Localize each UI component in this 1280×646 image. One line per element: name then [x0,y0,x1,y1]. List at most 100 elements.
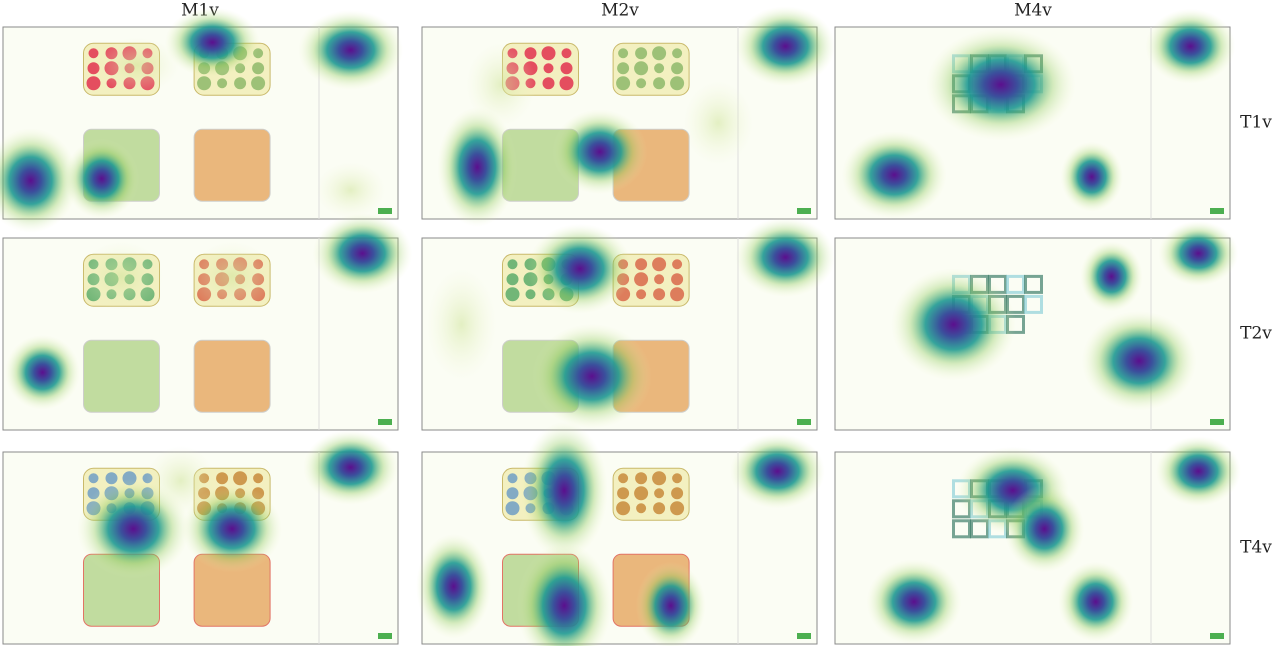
gaze-haze [315,162,386,219]
map-area [83,339,160,413]
map-symbol [617,487,630,500]
map-symbol [86,76,101,91]
gaze-heat [735,217,836,298]
map-symbol [506,487,519,500]
gaze-heat [552,109,648,195]
next-button [797,633,811,639]
map-symbol [635,472,648,485]
gaze-heat [164,7,260,78]
map-symbol [618,48,629,59]
gaze-heat [1004,485,1085,573]
map-symbol [636,289,647,300]
map-symbol [560,62,573,75]
map-symbol [635,47,648,60]
gaze-heat [891,268,1016,381]
map-symbol [671,487,684,500]
map-symbol [672,259,683,270]
gaze-heat [516,543,612,646]
map-symbol [251,76,266,91]
panel [834,220,1239,431]
next-button [1210,208,1224,214]
map-symbol [652,471,667,486]
map-symbol [654,63,665,74]
gaze-heat [527,223,633,314]
map-symbol [670,76,685,91]
map-symbol [652,257,667,272]
map-tile [952,519,971,539]
next-button [797,419,811,425]
gaze-heat [841,131,947,219]
gaze-heat [1080,241,1143,312]
map-symbol [671,273,684,286]
gaze-haze [95,37,180,94]
map-symbol [653,77,666,90]
map-symbol [507,259,518,270]
map-symbol [542,77,555,90]
map-symbol [672,473,683,484]
next-button [378,419,392,425]
gaze-heat [1145,8,1236,84]
panel [2,429,399,645]
map-symbol [541,46,556,61]
gaze-haze [145,445,216,516]
panel [421,217,836,431]
gaze-heat [730,433,825,509]
map-tile [1024,294,1043,314]
gaze-heat [866,559,962,645]
map-symbol [507,473,518,484]
map-symbol [217,78,228,89]
row-header: T4v [1240,538,1272,558]
map-symbol [505,287,520,302]
gaze-heat [0,128,79,234]
map-symbol [652,46,667,61]
map-symbol [635,258,648,271]
gaze-heat [1158,220,1239,286]
gaze-haze [683,81,754,165]
gaze-haze [190,241,275,312]
gaze-heat [298,10,404,91]
gaze-heat [303,429,399,505]
map-symbol [234,77,247,90]
map-symbol [525,289,536,300]
map-symbol [634,272,649,287]
map-symbol [616,76,631,91]
gaze-heat [312,213,413,294]
map-area [193,339,271,413]
panel [834,436,1241,645]
map-symbol [561,48,572,59]
map-symbol [671,62,684,75]
gaze-heat [5,334,80,410]
gaze-heat [437,107,518,228]
map-symbol [252,62,265,75]
next-button [1210,419,1224,425]
gaze-heat [182,485,283,573]
gaze-heat [735,6,836,87]
map-symbol [543,63,554,74]
map-symbol [505,501,520,516]
map-symbol [653,288,666,301]
map-area [193,128,271,202]
column-header: M2v [601,1,639,21]
gaze-heat [531,323,652,429]
map-symbol [233,471,248,486]
gaze-heat [1155,436,1241,507]
map-area [612,467,690,521]
map-symbol [616,501,631,516]
gaze-haze [466,42,536,127]
row-header: T1v [1240,113,1272,133]
map-symbol [672,48,683,59]
map-symbol [653,502,666,515]
column-header: M4v [1014,1,1052,21]
gaze-haze [426,268,497,381]
map-symbol [524,47,537,60]
map-symbol [105,472,118,485]
panel [0,7,404,234]
row-header: T2v [1240,324,1272,344]
gaze-heat [64,138,140,219]
panel [2,213,413,431]
next-button [1210,633,1224,639]
gaze-heat [416,533,492,639]
map-symbol [670,287,685,302]
